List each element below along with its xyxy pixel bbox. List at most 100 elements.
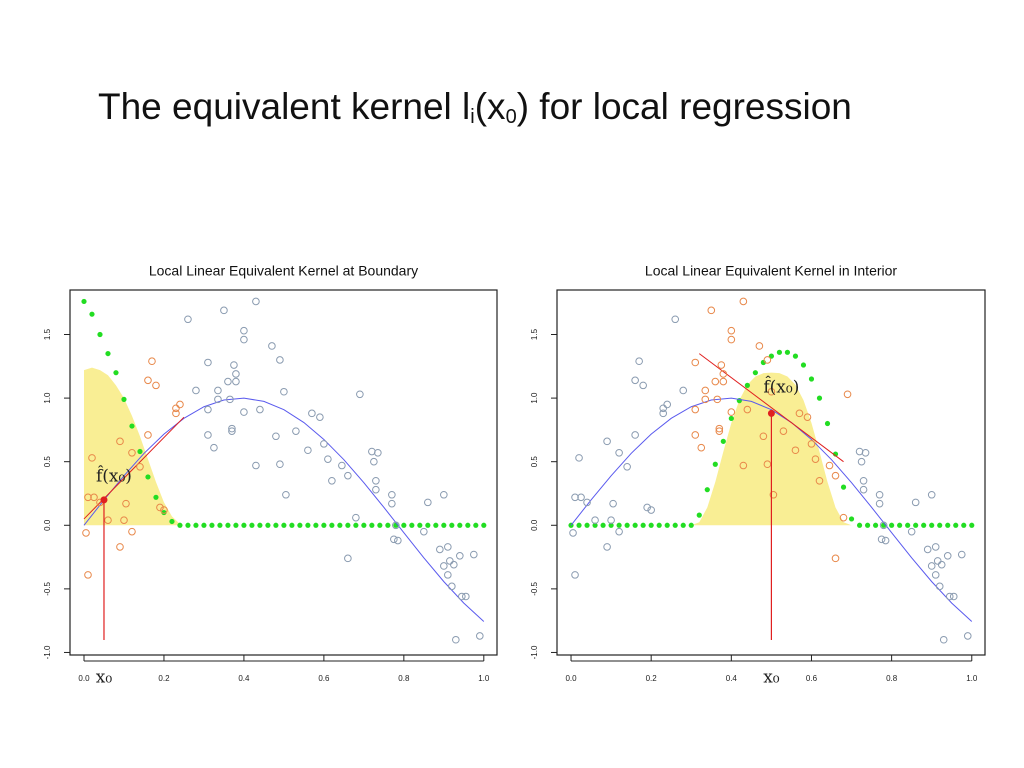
kernel-weight bbox=[720, 438, 726, 444]
data-point bbox=[571, 571, 579, 579]
kernel-weight bbox=[728, 415, 734, 422]
y-tick-label: 0.0 bbox=[530, 519, 539, 531]
kernel-weight bbox=[808, 376, 815, 382]
data-point bbox=[911, 498, 920, 507]
x-tick-label: 0.0 bbox=[565, 674, 577, 683]
kernel-weight bbox=[648, 522, 654, 528]
data-point bbox=[344, 471, 352, 480]
data-point bbox=[727, 335, 736, 344]
data-point bbox=[707, 306, 716, 315]
data-point bbox=[739, 461, 748, 470]
kernel-weight bbox=[672, 522, 678, 528]
kernel-weight bbox=[121, 396, 127, 402]
kernel-weight bbox=[145, 474, 151, 480]
data-point bbox=[172, 404, 180, 413]
data-point bbox=[615, 527, 623, 536]
data-point bbox=[374, 448, 382, 457]
kernel-weight bbox=[600, 522, 606, 528]
kernel-weight bbox=[921, 522, 927, 528]
data-point bbox=[719, 370, 728, 378]
title-text: ) for local regression bbox=[516, 86, 852, 127]
data-point bbox=[779, 427, 788, 435]
data-point bbox=[352, 513, 360, 522]
data-point bbox=[450, 560, 458, 569]
data-point bbox=[452, 635, 460, 644]
data-point bbox=[228, 424, 236, 433]
data-point bbox=[116, 437, 124, 446]
true-curve bbox=[570, 397, 973, 622]
kernel-weight bbox=[784, 349, 791, 355]
kernel-weight bbox=[249, 522, 255, 528]
data-point bbox=[440, 562, 448, 570]
data-point bbox=[963, 632, 972, 640]
data-point bbox=[136, 462, 144, 471]
data-point bbox=[631, 376, 639, 385]
chart-title: Local Linear Equivalent Kernel in Interi… bbox=[645, 263, 897, 279]
data-point bbox=[444, 543, 452, 551]
title-text: The equivalent kernel l bbox=[98, 86, 471, 127]
data-point bbox=[855, 447, 864, 456]
data-point bbox=[372, 476, 380, 485]
kernel-weight bbox=[712, 461, 718, 467]
data-point bbox=[571, 493, 579, 502]
kernel-weight bbox=[105, 350, 111, 357]
data-point bbox=[224, 377, 232, 386]
data-point bbox=[931, 543, 940, 551]
kernel-weight bbox=[864, 522, 871, 528]
true-curve bbox=[83, 397, 485, 622]
data-point bbox=[252, 461, 260, 470]
annotation: f̂(x₀) bbox=[763, 377, 799, 398]
kernel-weight bbox=[465, 522, 471, 528]
data-point bbox=[122, 499, 130, 508]
data-point bbox=[82, 529, 90, 537]
data-point bbox=[116, 543, 124, 551]
kernel-weight bbox=[624, 522, 630, 528]
data-point bbox=[458, 592, 466, 601]
data-point bbox=[815, 476, 824, 485]
data-point bbox=[763, 460, 772, 469]
kernel-weight bbox=[929, 522, 935, 528]
kernel-weight bbox=[688, 522, 694, 528]
x-tick-label: 0.8 bbox=[398, 674, 410, 683]
data-point bbox=[727, 326, 736, 335]
data-point bbox=[448, 582, 456, 591]
data-point bbox=[292, 427, 300, 435]
data-point bbox=[470, 550, 478, 559]
data-point bbox=[719, 377, 728, 386]
x-tick-label: 0.6 bbox=[318, 674, 330, 683]
data-point bbox=[623, 462, 631, 471]
data-point bbox=[635, 357, 643, 366]
slide-title: The equivalent kernel li(x0) for local r… bbox=[98, 86, 852, 129]
data-point bbox=[691, 405, 700, 414]
kernel-weight bbox=[616, 522, 622, 528]
data-point bbox=[240, 326, 248, 335]
kernel-weight bbox=[872, 522, 879, 528]
kernel-weight bbox=[337, 522, 343, 528]
kernel-weight bbox=[225, 522, 231, 528]
y-tick-label: 1.5 bbox=[43, 328, 52, 340]
data-point bbox=[763, 356, 772, 364]
kernel-weight bbox=[473, 522, 479, 528]
kernel-weight bbox=[592, 522, 598, 528]
kernel-weight bbox=[664, 522, 670, 528]
kernel-weight bbox=[209, 522, 215, 528]
data-point bbox=[440, 490, 448, 499]
fit-point bbox=[767, 409, 775, 417]
kernel-weight bbox=[457, 522, 463, 528]
data-point bbox=[176, 400, 184, 409]
kernel-weight bbox=[137, 448, 143, 455]
data-point bbox=[152, 381, 160, 390]
data-point bbox=[825, 461, 834, 470]
data-point bbox=[949, 592, 958, 601]
kernel-weight bbox=[89, 311, 95, 317]
data-point bbox=[575, 454, 583, 462]
kernel-weight bbox=[800, 362, 807, 368]
data-point bbox=[320, 440, 328, 448]
kernel-weight bbox=[824, 420, 831, 427]
data-point bbox=[214, 386, 222, 395]
data-point bbox=[308, 409, 316, 418]
kernel-weight bbox=[840, 484, 847, 490]
data-point bbox=[791, 446, 800, 455]
data-point bbox=[228, 427, 236, 435]
data-point bbox=[711, 377, 720, 386]
